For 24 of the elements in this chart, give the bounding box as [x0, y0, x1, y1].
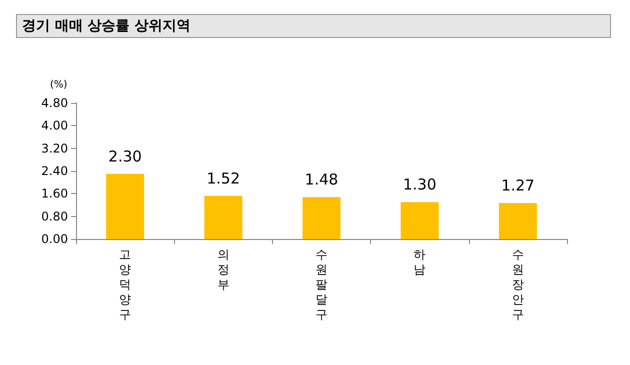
- y-tick-label: 0.80: [41, 209, 68, 224]
- y-tick-label: 1.60: [41, 186, 68, 201]
- data-label: 1.30: [402, 176, 436, 194]
- y-tick-label: 0.00: [41, 232, 68, 246]
- bar: [106, 174, 144, 239]
- bar: [302, 197, 340, 239]
- chart-title: 경기 매매 상승률 상위지역: [22, 18, 191, 34]
- data-label: 2.30: [108, 147, 142, 166]
- bar: [400, 202, 439, 239]
- bar: [204, 196, 242, 239]
- y-tick-label: 4.80: [41, 96, 68, 110]
- y-tick-label: 3.20: [41, 141, 68, 156]
- y-tick-label: 4.00: [41, 118, 68, 133]
- x-tick-label: 고양덕양구: [119, 248, 132, 322]
- x-tick-label: 의정부: [217, 248, 230, 292]
- y-axis-title: (%): [50, 80, 68, 90]
- data-label: 1.52: [206, 169, 240, 188]
- x-tick-label: 수원팔달구: [316, 248, 328, 322]
- x-tick-label: 하남: [414, 248, 426, 276]
- y-tick-label: 2.40: [41, 164, 68, 178]
- x-tick-label: 수원장안구: [512, 248, 524, 322]
- bar: [498, 203, 537, 239]
- data-label: 1.48: [304, 170, 338, 189]
- data-label: 1.27: [501, 176, 535, 195]
